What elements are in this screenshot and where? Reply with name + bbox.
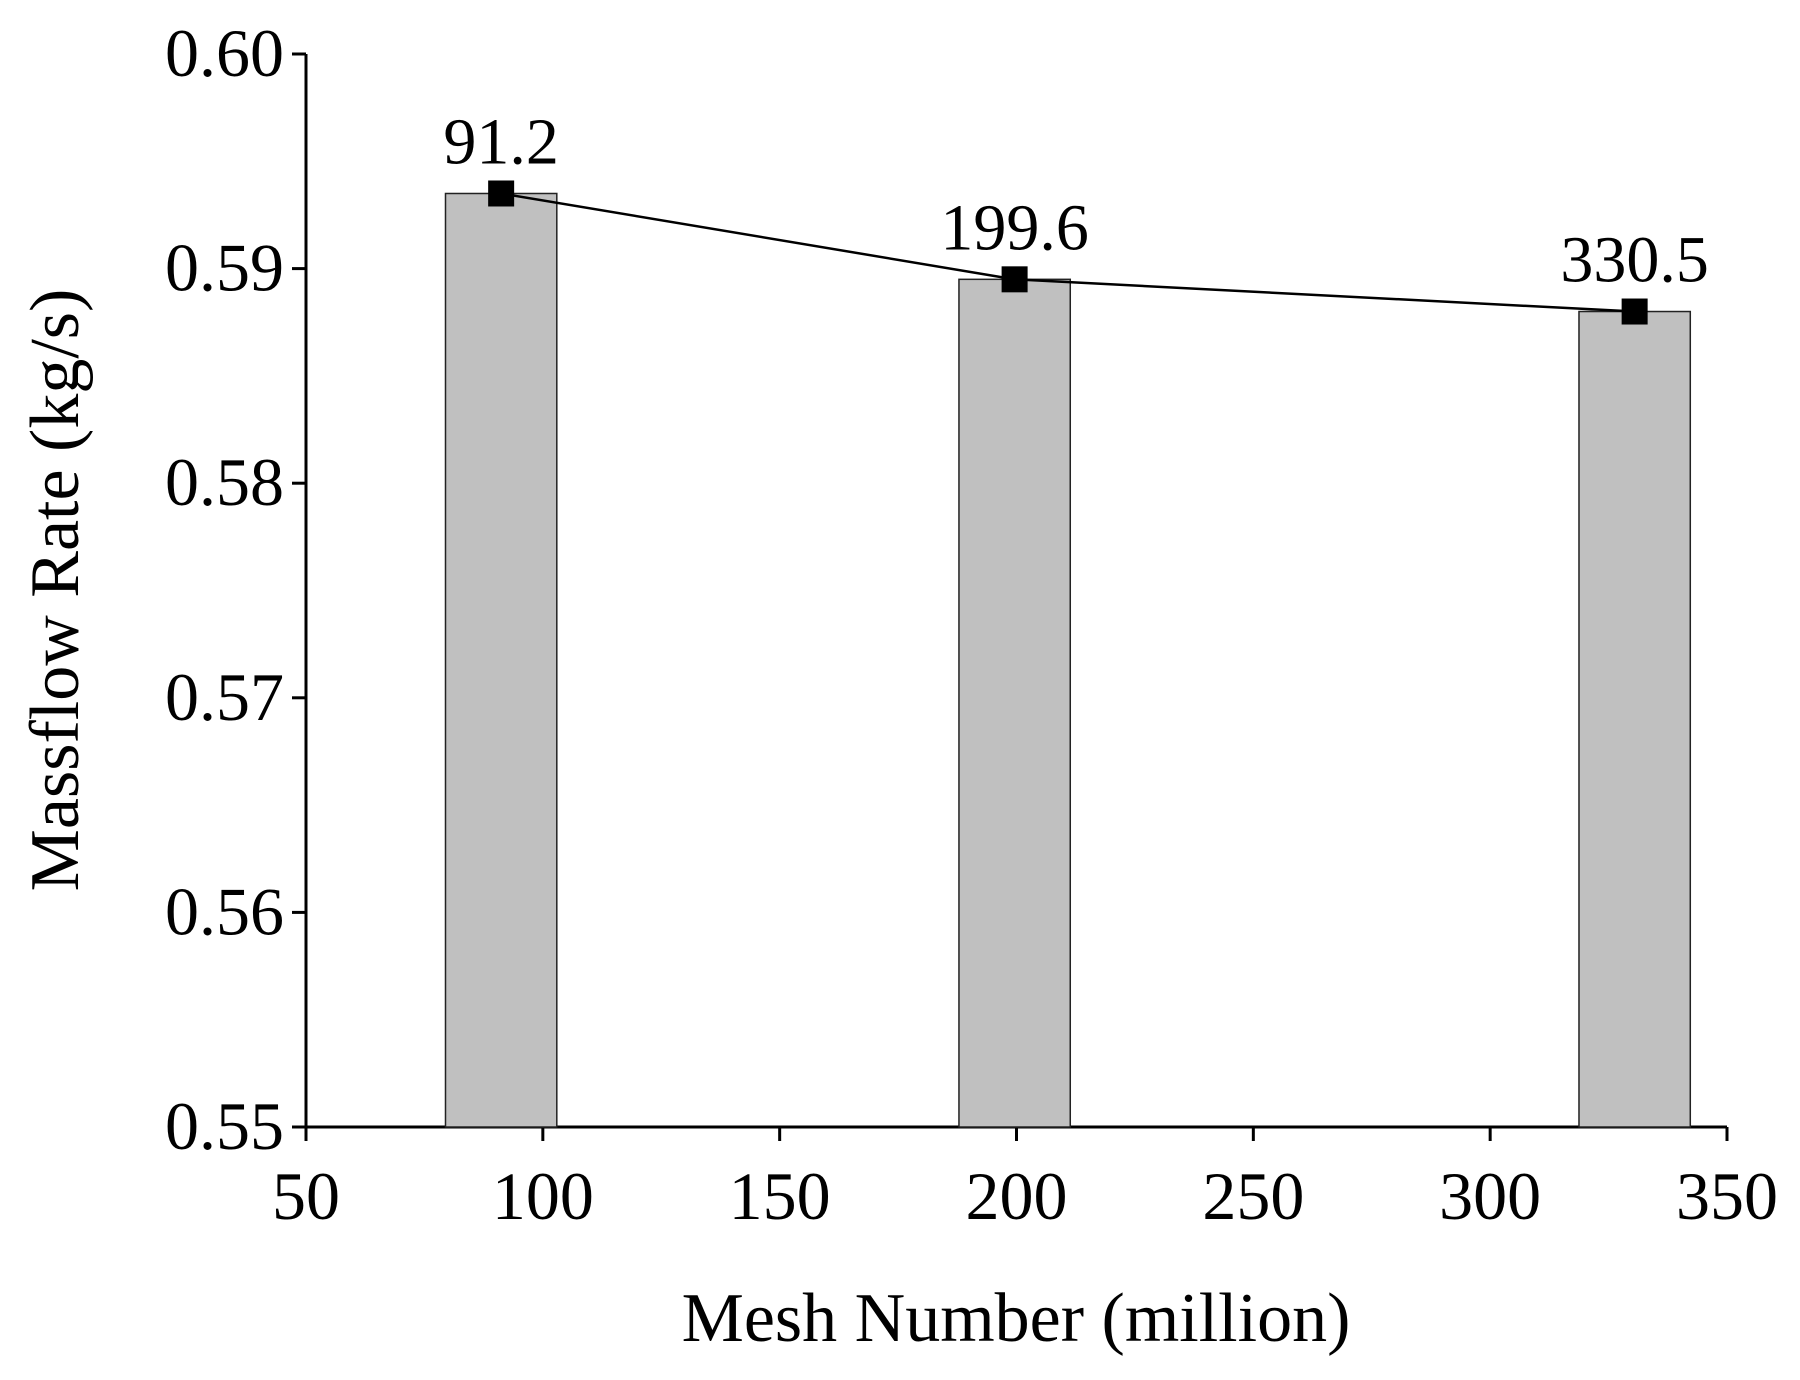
x-tick-label: 350 <box>1676 1158 1778 1234</box>
x-axis-title: Mesh Number (million) <box>682 1280 1351 1357</box>
x-tick-label: 200 <box>966 1158 1068 1234</box>
marker <box>1001 266 1028 293</box>
x-tick-label: 150 <box>729 1158 831 1234</box>
x-tick-label: 300 <box>1439 1158 1541 1234</box>
marker <box>1621 298 1648 325</box>
value-label: 330.5 <box>1560 224 1709 297</box>
value-label: 199.6 <box>940 191 1089 264</box>
y-tick-label: 0.56 <box>165 873 284 949</box>
y-tick-label: 0.55 <box>165 1088 284 1164</box>
x-tick-label: 250 <box>1202 1158 1304 1234</box>
x-tick-label: 100 <box>492 1158 594 1234</box>
bar <box>958 278 1072 1128</box>
x-tick-label: 50 <box>272 1158 340 1234</box>
y-tick-label: 0.58 <box>165 444 284 520</box>
y-tick-label: 0.57 <box>165 659 284 735</box>
bar <box>1578 310 1692 1128</box>
bar <box>444 192 558 1128</box>
value-label: 91.2 <box>443 105 559 178</box>
y-tick-label: 0.59 <box>165 230 284 306</box>
y-tick-label: 0.60 <box>165 15 284 91</box>
y-axis-title: Massflow Rate (kg/s) <box>17 289 94 892</box>
marker <box>488 180 515 207</box>
